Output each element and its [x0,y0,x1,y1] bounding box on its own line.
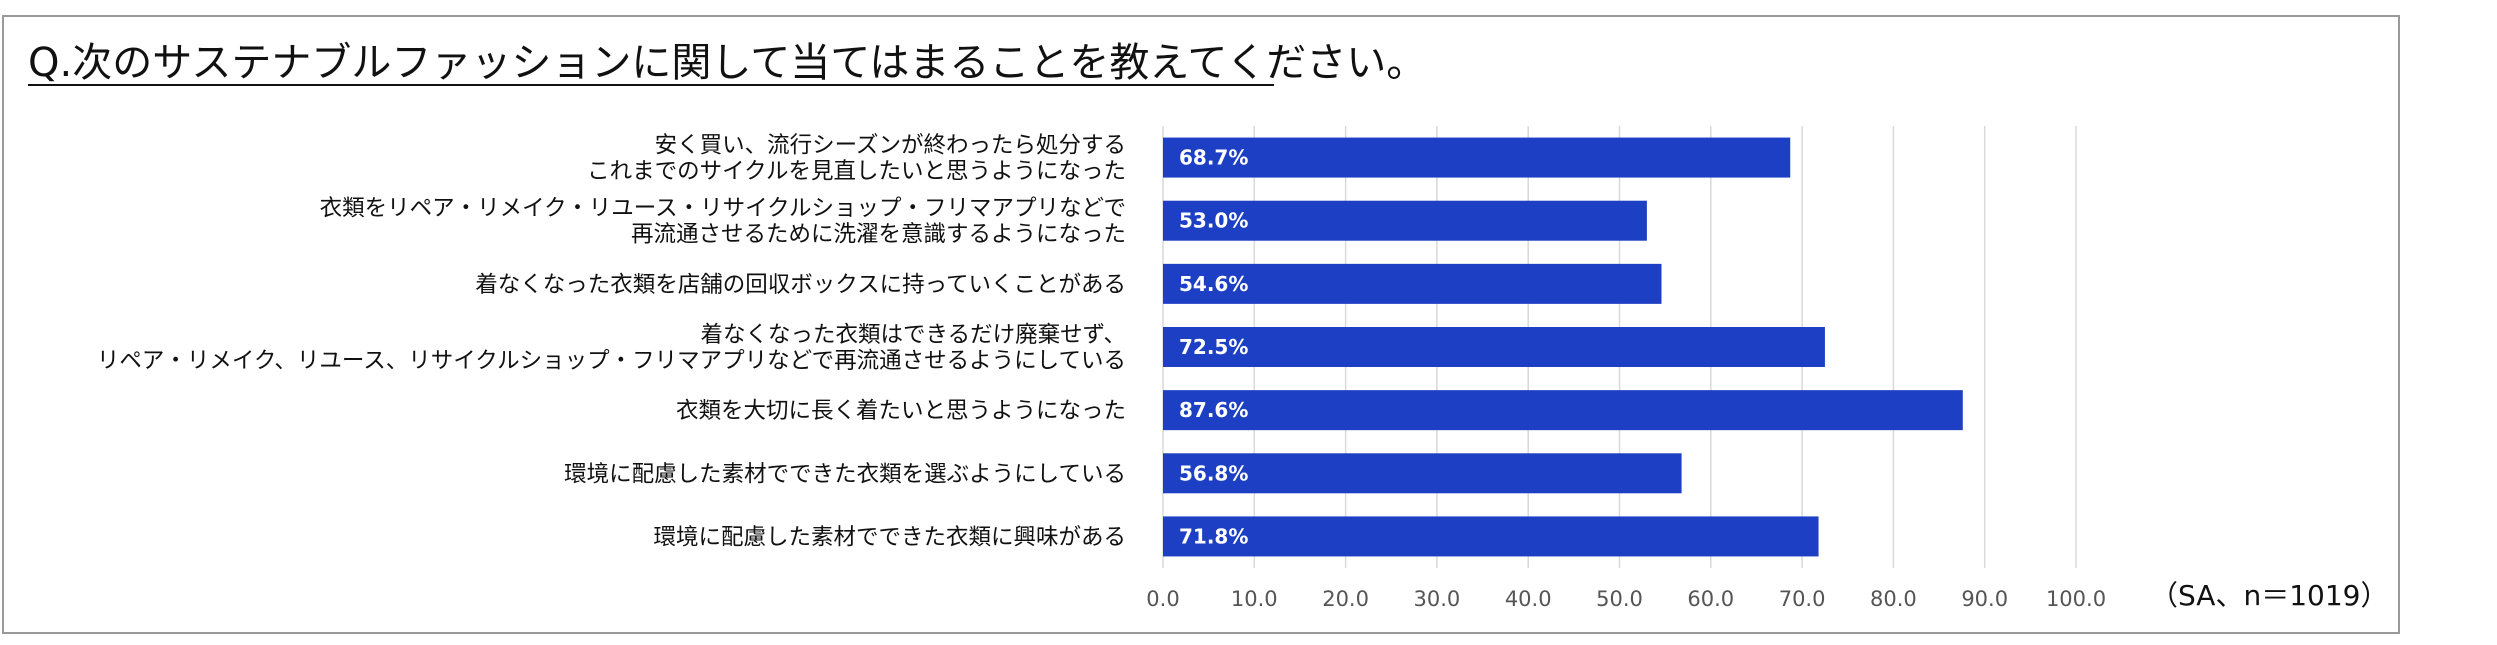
bar-value-label: 53.0% [1179,209,1248,233]
bar [1163,137,1791,178]
category-label: リペア・リメイク、リユース、リサイクルショップ・フリマアプリなどで再流通させるよ… [97,348,1126,374]
bar-value-label: 87.6% [1179,398,1248,422]
bar [1163,200,1647,241]
category-label: 再流通させるために洗濯を意識するようになった [631,222,1126,248]
bar [1163,453,1682,494]
bar-value-label: 71.8% [1179,524,1248,548]
x-tick-label: 60.0 [1687,587,1734,611]
bar-value-label: 56.8% [1179,461,1248,485]
bar-value-label: 54.6% [1179,272,1248,296]
x-tick-label: 90.0 [1961,587,2008,611]
x-tick-label: 30.0 [1414,587,1461,611]
x-tick-label: 20.0 [1322,587,1369,611]
bar [1163,263,1662,304]
category-label: 着なくなった衣類はできるだけ廃棄せず、 [701,322,1126,348]
sample-note: （SA、n＝1019） [2150,579,2389,612]
x-tick-label: 40.0 [1505,587,1552,611]
title-underline [28,84,1274,86]
category-label: 環境に配慮した素材でできた衣類に興味がある [653,524,1126,550]
category-label: これまでのサイクルを見直したいと思うようになった [587,159,1126,185]
chart-title: Q.次のサステナブルファッションに関して当てはまることを教えてください。 [28,40,1427,86]
category-label: 安く買い、流行シーズンが終わったら処分する [655,133,1126,159]
category-label: 衣類を大切に長く着たいと思うようになった [676,398,1126,424]
x-tick-label: 10.0 [1231,587,1278,611]
x-tick-label: 100.0 [2046,587,2106,611]
x-tick-label: 50.0 [1596,587,1643,611]
bar [1163,516,1819,557]
x-tick-label: 80.0 [1870,587,1917,611]
x-tick-label: 70.0 [1779,587,1826,611]
category-label: 衣類をリペア・リメイク・リユース・リサイクルショップ・フリマアプリなどで [320,196,1126,222]
category-label: 環境に配慮した素材でできた衣類を選ぶようにしている [564,461,1126,487]
x-tick-label: 0.0 [1146,587,1179,611]
bar [1163,327,1825,367]
bar-value-label: 68.7% [1179,146,1248,170]
bar-value-label: 72.5% [1179,335,1248,359]
category-label: 着なくなった衣類を店舗の回収ボックスに持っていくことがある [475,272,1126,298]
bar [1163,390,1963,431]
